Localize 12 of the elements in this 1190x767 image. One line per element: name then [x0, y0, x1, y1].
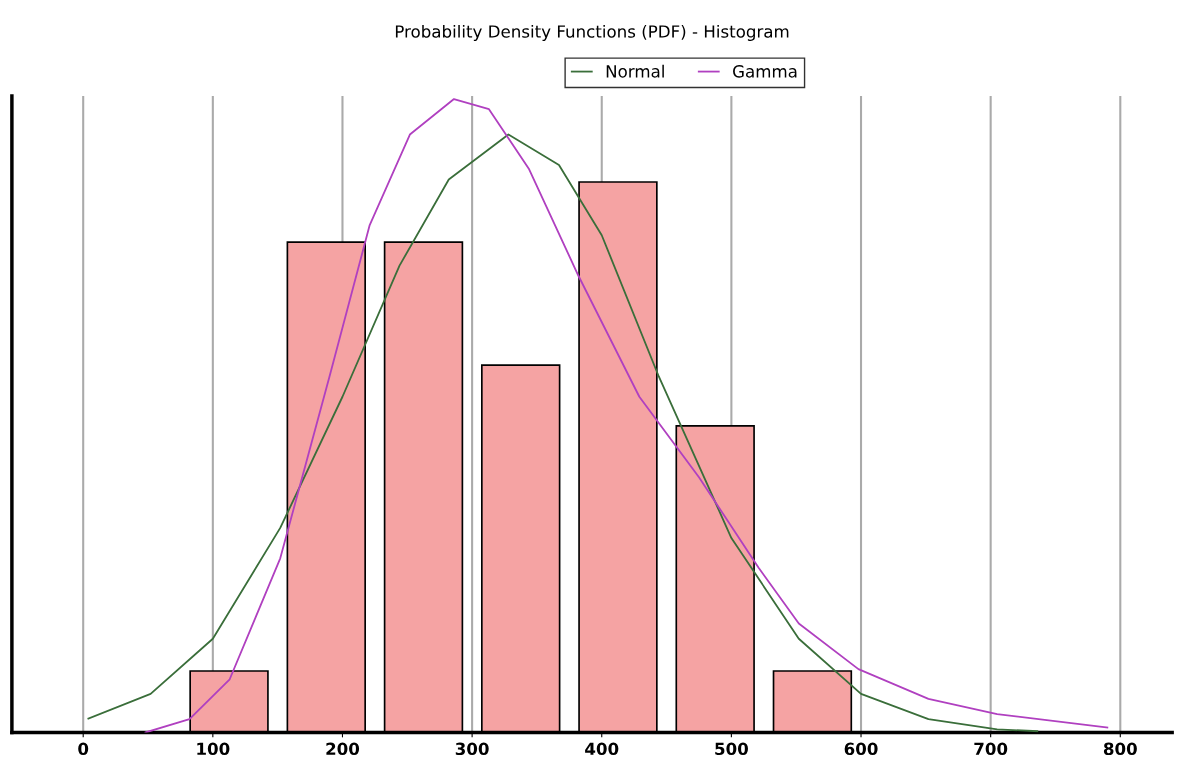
x-tick-label: 700 — [974, 742, 1008, 756]
x-tick-label: 800 — [1103, 742, 1137, 756]
legend-label: Normal — [606, 64, 664, 78]
x-tick-label: 100 — [197, 742, 230, 756]
x-tick-label: 400 — [585, 742, 619, 756]
x-tick-label: 600 — [844, 742, 878, 756]
x-tick-label: 500 — [715, 742, 748, 756]
chart-title: Probability Density Functions (PDF) - Histogram — [395, 24, 789, 42]
x-tick-label: 300 — [455, 742, 489, 756]
legend-label: Gamma — [733, 65, 797, 78]
x-tick-label: 0 — [78, 742, 89, 756]
x-tick-label: 200 — [326, 742, 360, 756]
